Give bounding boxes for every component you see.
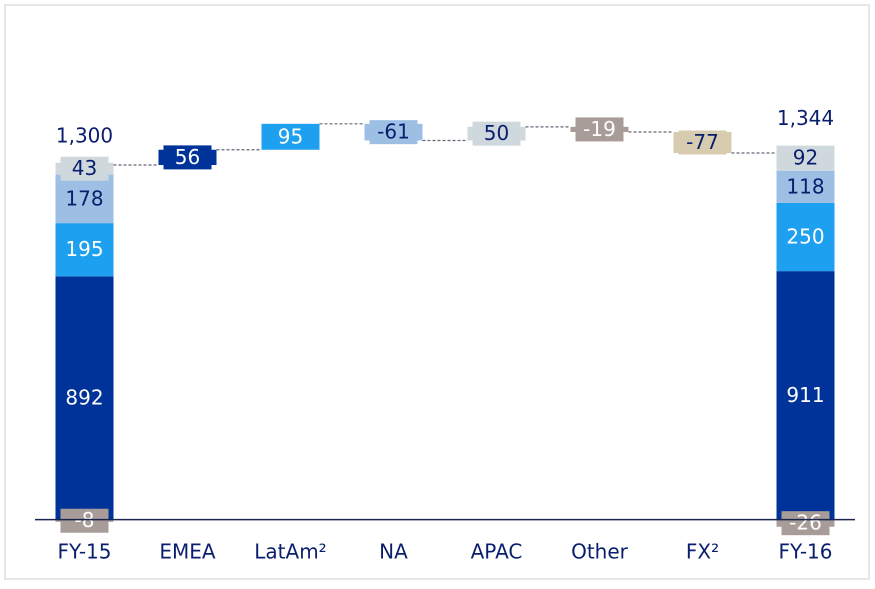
x-tick-label: FY-15 bbox=[57, 540, 111, 564]
label-box bbox=[60, 508, 109, 533]
data-label: 50 bbox=[484, 121, 509, 145]
x-tick-label: LatAm² bbox=[254, 540, 326, 564]
label-box bbox=[472, 121, 521, 146]
x-tick-label: NA bbox=[379, 540, 408, 564]
label-box bbox=[60, 156, 109, 181]
label-box bbox=[369, 120, 418, 145]
label-box bbox=[781, 511, 830, 536]
bar-segment bbox=[776, 202, 835, 272]
x-tick-label: EMEA bbox=[159, 540, 216, 564]
data-label: 195 bbox=[65, 237, 103, 261]
x-tick-label: FX² bbox=[686, 540, 719, 564]
data-label: 911 bbox=[786, 383, 824, 407]
frame bbox=[4, 4, 870, 580]
data-label: 56 bbox=[175, 145, 200, 169]
label-box bbox=[163, 145, 212, 170]
bar-segment bbox=[776, 170, 835, 203]
bar-segment bbox=[776, 145, 835, 171]
label-box bbox=[678, 130, 727, 155]
bar-segment bbox=[776, 271, 835, 520]
x-tick-label: FY-16 bbox=[778, 540, 832, 564]
bar-segment bbox=[55, 223, 114, 277]
data-label: 43 bbox=[72, 156, 97, 180]
data-label: 118 bbox=[786, 174, 824, 198]
bar-segment bbox=[261, 123, 320, 150]
data-label: -61 bbox=[377, 120, 410, 144]
data-label: 250 bbox=[786, 225, 824, 249]
label-box bbox=[575, 117, 624, 142]
data-label: 892 bbox=[65, 385, 103, 409]
bar-segment bbox=[55, 174, 114, 224]
total-label: 1,300 bbox=[56, 123, 113, 147]
bar-segment bbox=[55, 276, 114, 520]
data-label: -77 bbox=[686, 130, 719, 154]
data-label: 178 bbox=[65, 186, 103, 210]
data-label: 92 bbox=[793, 146, 818, 170]
data-label: -26 bbox=[789, 511, 822, 535]
total-label: 1,344 bbox=[777, 106, 834, 130]
x-tick-label: Other bbox=[571, 540, 629, 564]
x-tick-label: APAC bbox=[471, 540, 523, 564]
data-label: -19 bbox=[583, 117, 616, 141]
data-label: 95 bbox=[278, 124, 303, 148]
